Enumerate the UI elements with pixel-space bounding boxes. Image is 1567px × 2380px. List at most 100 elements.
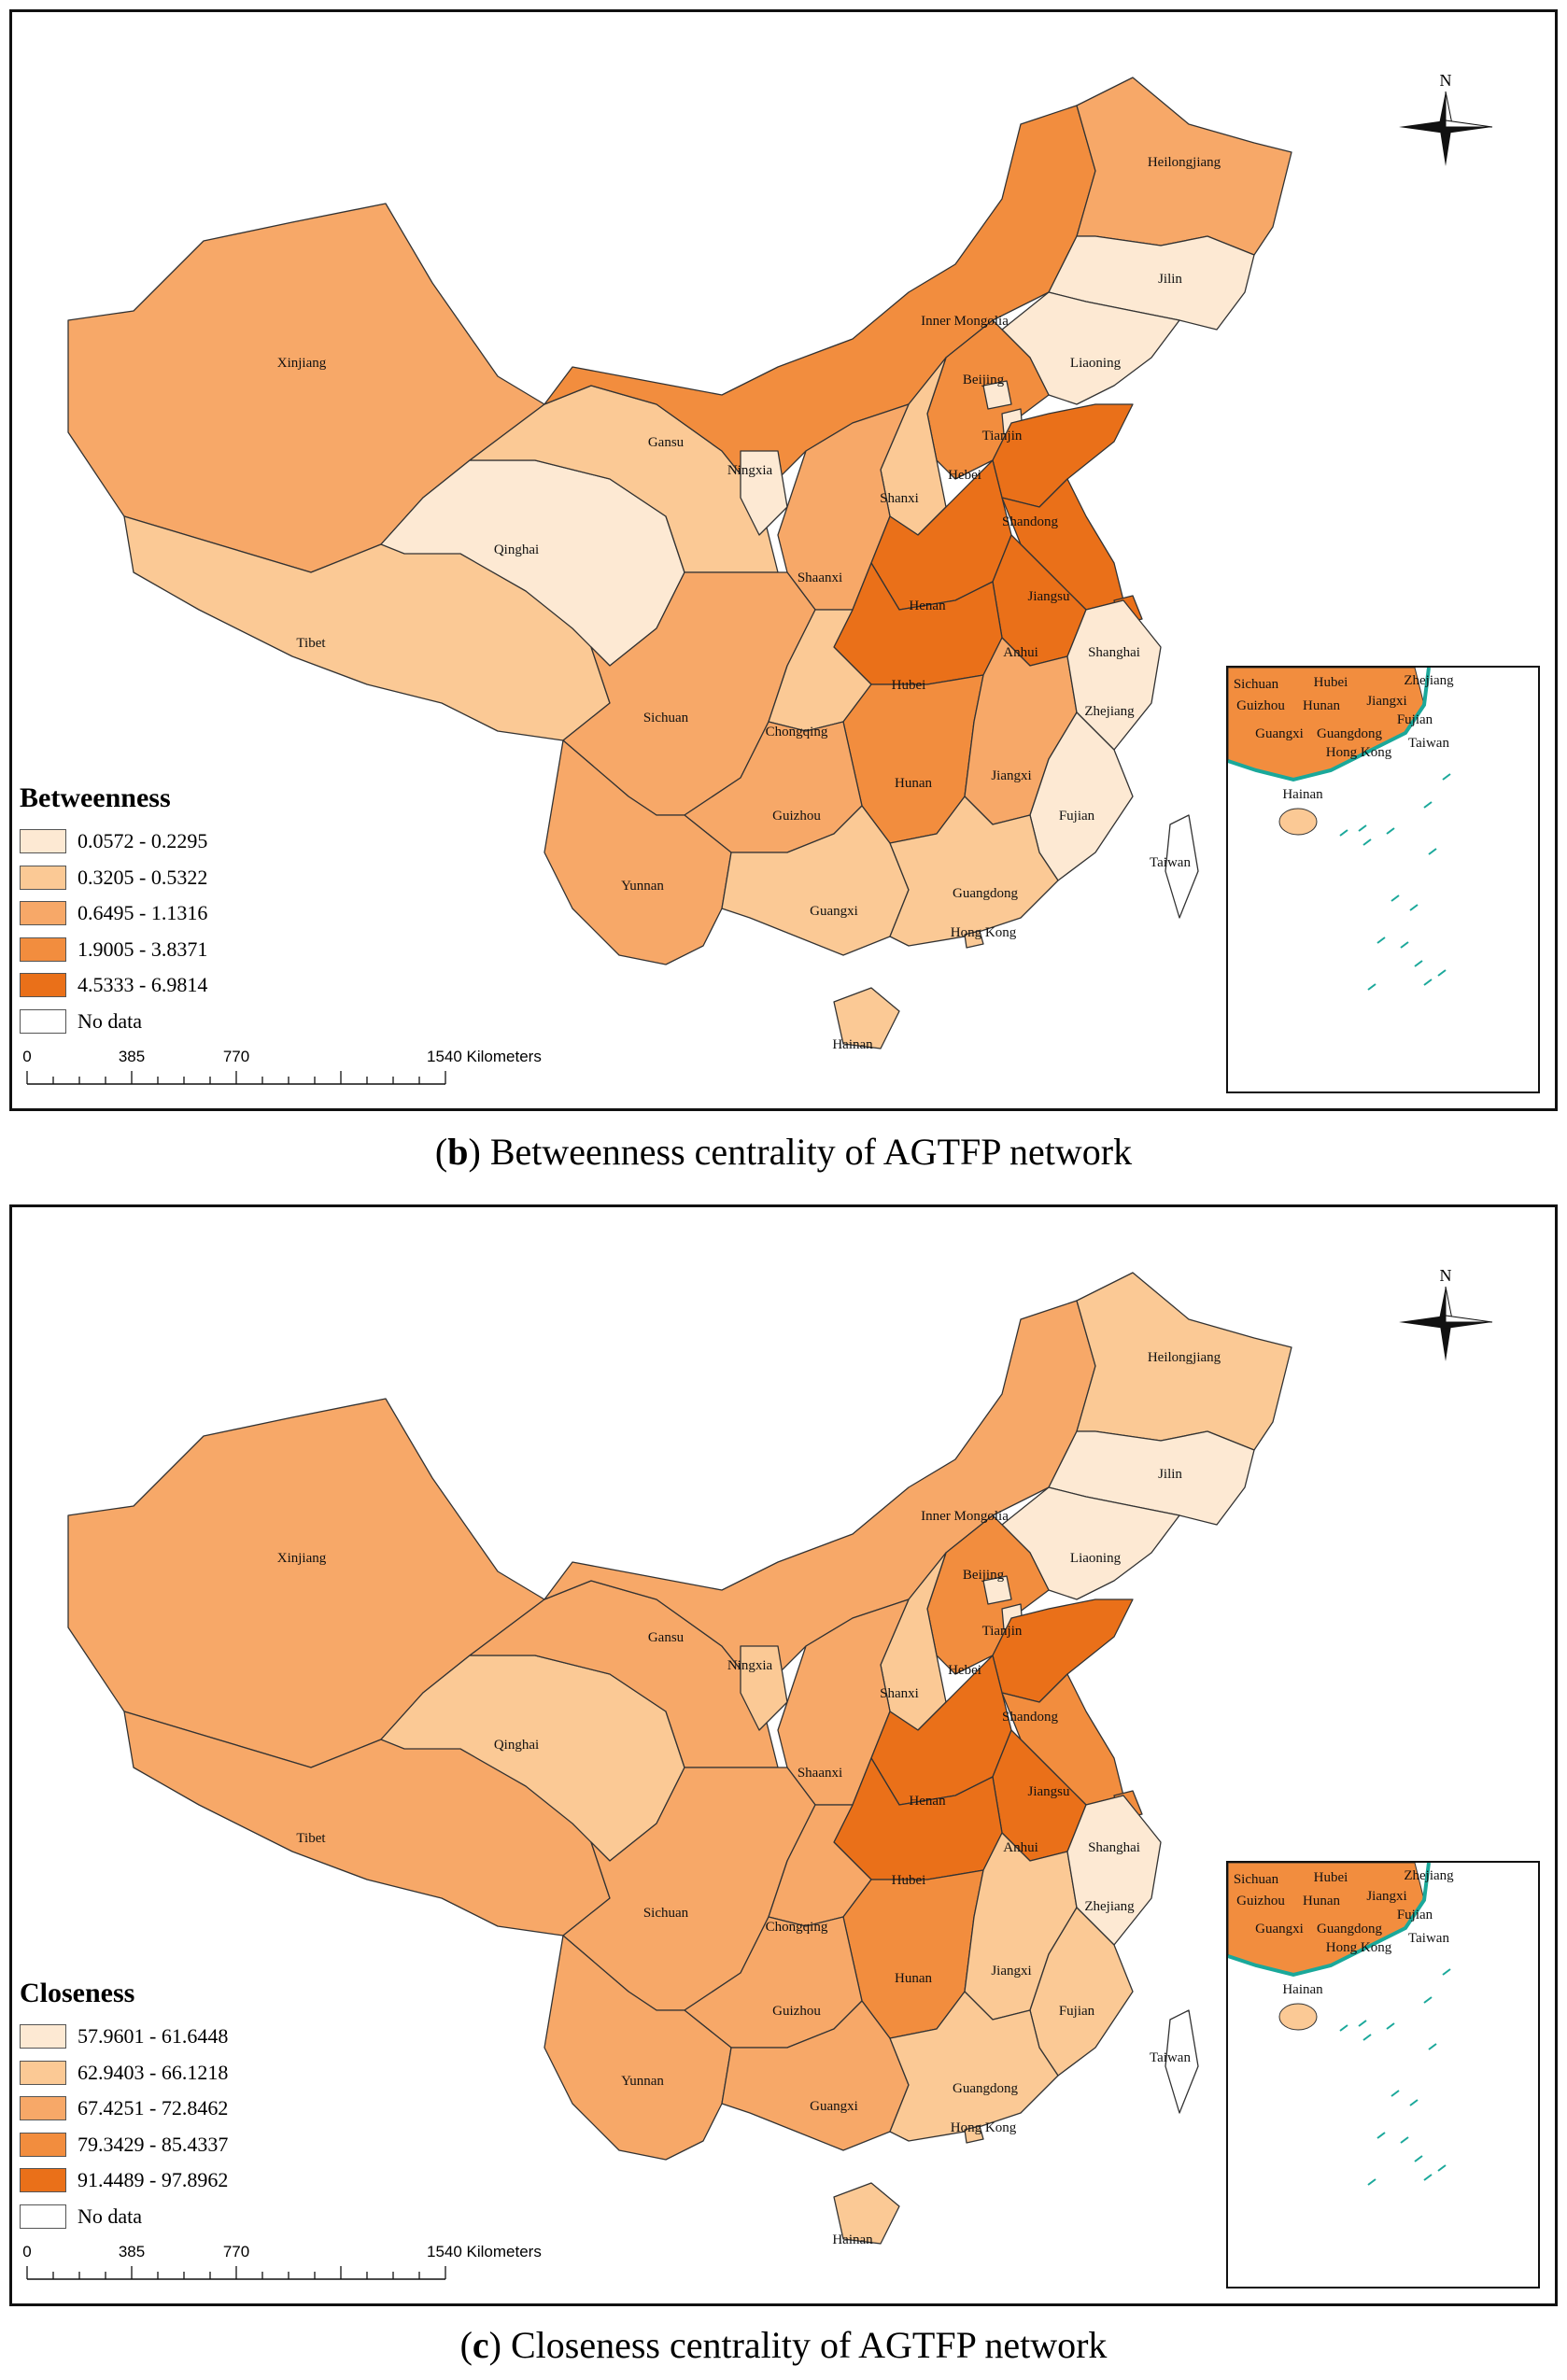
region-hong-kong [964,930,984,949]
inset-label: Fujian [1397,1908,1433,1922]
region-label-inner-mongolia: Inner Mongolia [921,1509,1009,1524]
legend: Betweenness 0.0572 - 0.2295 0.3205 - 0.53… [20,782,207,1039]
inset-label: Hong Kong [1326,745,1392,760]
region-label-guizhou: Guizhou [772,809,821,824]
legend-item: 91.4489 - 97.8962 [20,2162,228,2199]
inset-label: Jiangxi [1366,1889,1406,1904]
legend-item-no-data: No data [20,1004,207,1040]
region-label-xinjiang: Xinjiang [277,356,327,371]
inset-label: Guangdong [1317,1922,1382,1936]
region-label-jiangxi: Jiangxi [991,1964,1031,1979]
inset-label: Guangxi [1255,726,1304,741]
inset-label: Hunan [1303,1894,1340,1908]
legend-label: 79.3429 - 85.4337 [78,2132,229,2156]
region-label-jiangsu: Jiangsu [1028,1784,1071,1799]
legend-label: 1.9005 - 3.8371 [78,937,208,961]
inset-label: Hainan [1282,1982,1323,1997]
region-label-beijing: Beijing [963,1568,1005,1583]
region-label-liaoning: Liaoning [1070,1551,1122,1566]
legend-item-no-data: No data [20,2199,228,2235]
region-beijing [982,380,1012,410]
inset-label: Sichuan [1234,677,1279,692]
inset-label: Fujian [1397,712,1433,727]
scale-bar-graphic: 0 385 770 1540 Kilometers [22,1048,542,1085]
region-label-fujian: Fujian [1059,809,1095,824]
inset-south-china-sea: Sichuan Hubei Zhejiang Guizhou Hunan Jiangxi F… [1226,666,1540,1093]
legend-item: 57.9601 - 61.6448 [20,2019,228,2055]
scale-bar-graphic: 0 385 770 1540 Kilometers [22,2243,542,2280]
inset-label: Hubei [1314,675,1348,690]
scale-tick-label: 1540 Kilometers [427,2243,542,2260]
china-map: Xinjiang Tibet Qinghai Gansu Inner Mongolia H… [67,77,1292,1052]
region-guangdong [889,1991,1059,2142]
legend-title: Closeness [20,1978,135,2008]
legend-label: No data [78,1008,143,1033]
region-label-zhejiang: Zhejiang [1084,704,1135,719]
region-label-yunnan: Yunnan [621,879,664,894]
region-label-hong-kong: Hong Kong [951,925,1017,940]
region-label-shanxi: Shanxi [880,491,919,506]
region-label-henan: Henan [909,1794,946,1809]
region-label-jilin: Jilin [1158,272,1182,287]
region-label-sichuan: Sichuan [643,1906,689,1921]
region-label-hubei: Hubei [892,678,926,693]
region-label-qinghai: Qinghai [494,542,539,557]
region-label-shanxi: Shanxi [880,1686,919,1701]
region-label-beijing: Beijing [963,373,1005,387]
region-label-hainan: Hainan [832,1037,873,1052]
region-label-tianjin: Tianjin [982,1624,1023,1639]
legend-swatch [20,2204,66,2229]
scale-tick-label: 0 [22,2243,31,2260]
region-label-qinghai: Qinghai [494,1738,539,1753]
map-panel-closeness: Xinjiang Tibet Qinghai Gansu Inner Mongolia H… [9,1204,1558,2306]
region-taiwan [1165,2009,1199,2114]
legend-label: No data [78,2204,143,2228]
region-ningxia [740,1645,788,1731]
region-label-shandong: Shandong [1002,514,1059,529]
region-taiwan [1165,814,1199,919]
north-label: N [1440,1268,1452,1285]
region-label-shanghai: Shanghai [1088,645,1140,660]
region-label-yunnan: Yunnan [621,2074,664,2089]
scale-tick-label: 385 [119,2243,145,2260]
inset-south-china-sea: Sichuan Hubei Zhejiang Guizhou Hunan Jiangxi F… [1226,1861,1540,2288]
region-label-hong-kong: Hong Kong [951,2120,1017,2135]
inset-label: Hunan [1303,698,1340,713]
north-arrow: N [1394,71,1497,180]
region-label-gansu: Gansu [648,1630,685,1645]
legend-swatch [20,973,66,998]
region-yunnan [544,1935,732,2161]
inset-label: Zhejiang [1404,1868,1454,1883]
region-yunnan [544,739,732,965]
legend-swatch [20,2060,66,2085]
legend-item: 0.0572 - 0.2295 [20,824,207,860]
legend-label: 4.5333 - 6.9814 [78,973,208,997]
region-label-jiangxi: Jiangxi [991,768,1031,783]
region-label-shanghai: Shanghai [1088,1840,1140,1855]
region-label-taiwan: Taiwan [1150,855,1191,870]
region-hong-kong [964,2125,984,2144]
region-guangdong [889,796,1059,947]
legend-swatch [20,2024,66,2049]
compass-icon: N [1399,71,1493,166]
china-map: Xinjiang Tibet Qinghai Gansu Inner Mongolia H… [67,1272,1292,2247]
legend-label: 0.6495 - 1.1316 [78,901,208,925]
compass-icon: N [1399,1266,1493,1361]
region-label-tianjin: Tianjin [982,429,1023,444]
region-label-xinjiang: Xinjiang [277,1551,327,1566]
north-arrow: N [1394,1266,1497,1375]
north-label: N [1440,73,1452,90]
inset-map: Sichuan Hubei Zhejiang Guizhou Hunan Jiangxi F… [1228,1863,1454,2186]
region-label-taiwan: Taiwan [1150,2050,1191,2065]
legend-swatch [20,2096,66,2121]
region-label-guizhou: Guizhou [772,2004,821,2019]
legend-item: 0.6495 - 1.1316 [20,895,207,932]
inset-label: Hong Kong [1326,1940,1392,1955]
region-label-guangxi: Guangxi [810,904,858,919]
region-label-inner-mongolia: Inner Mongolia [921,314,1009,329]
inset-label: Hainan [1282,787,1323,802]
region-label-zhejiang: Zhejiang [1084,1899,1135,1914]
region-label-liaoning: Liaoning [1070,356,1122,371]
legend-label: 0.3205 - 0.5322 [78,865,208,889]
inset-label: Guizhou [1236,1894,1285,1908]
